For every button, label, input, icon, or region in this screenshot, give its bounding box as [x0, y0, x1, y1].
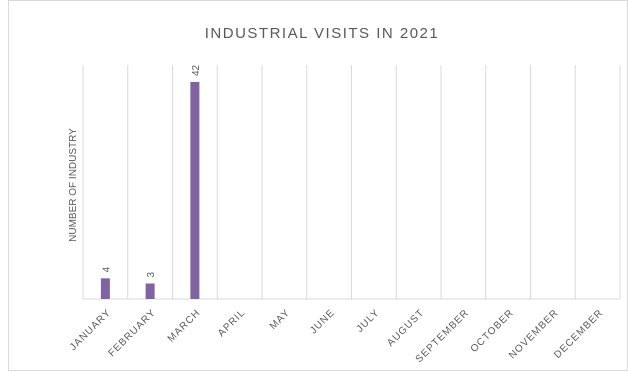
data-label: 3 [146, 272, 157, 278]
chart-frame [8, 0, 628, 371]
data-label: 42 [191, 64, 202, 76]
bar [190, 82, 200, 299]
bar [100, 278, 110, 299]
y-axis-label: NUMBER OF INDUSTRY [68, 128, 79, 242]
data-label: 4 [101, 266, 112, 272]
chart-title: INDUSTRIAL VISITS IN 2021 [205, 25, 440, 42]
bar [145, 283, 155, 299]
